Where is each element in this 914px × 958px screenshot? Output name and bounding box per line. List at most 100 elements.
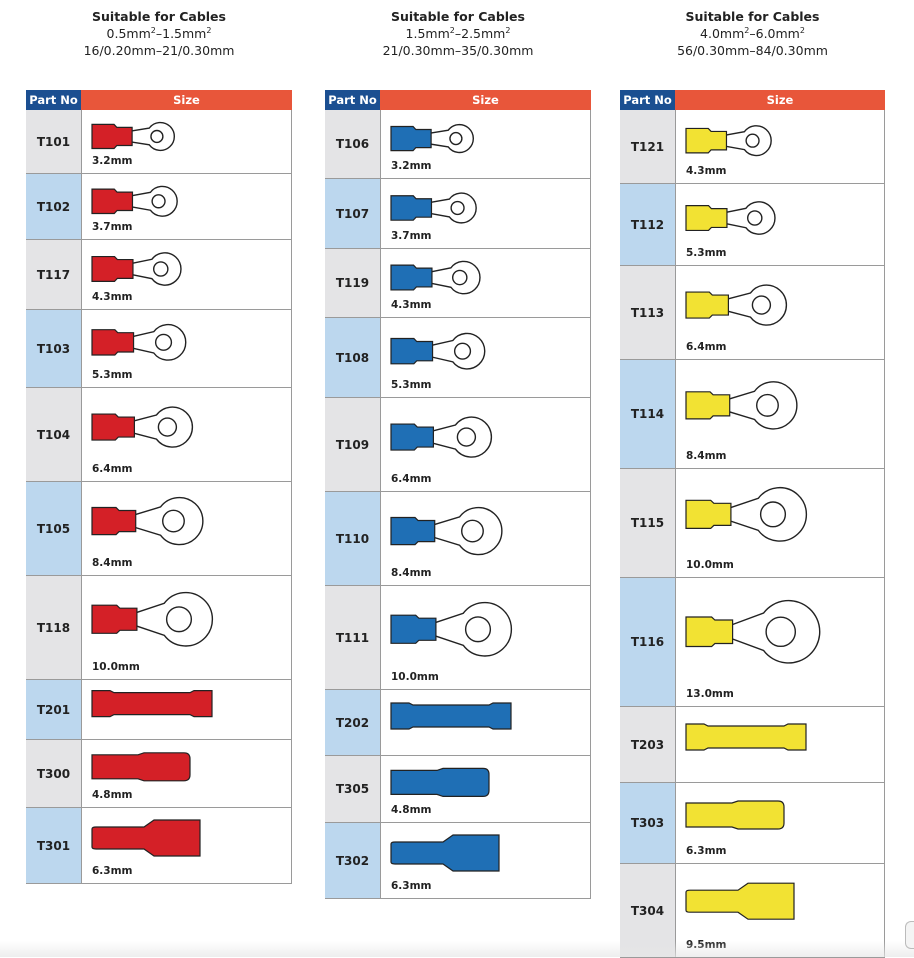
- terminal-illustration: [390, 332, 486, 370]
- table-row: T116 13.0mm: [620, 578, 885, 707]
- insulation-sleeve: [390, 125, 432, 152]
- size-cell: 4.8mm: [81, 740, 292, 807]
- size-cell: 6.3mm: [81, 808, 292, 883]
- part-number: T106: [325, 110, 380, 178]
- size-cell: 4.3mm: [675, 110, 885, 183]
- ring-hole: [150, 129, 164, 144]
- insulation-sleeve: [390, 516, 436, 546]
- terminal-illustration: [390, 702, 512, 730]
- part-number: T301: [26, 808, 81, 883]
- insulation-sleeve: [685, 616, 734, 648]
- ring-hole: [154, 333, 173, 351]
- cable-cross-section-range: 4.0mm2–6.0mm2: [700, 26, 805, 41]
- cable-spec-title: Suitable for Cables: [685, 9, 820, 24]
- ring-hole: [765, 616, 797, 648]
- stud-size-label: 10.0mm: [92, 661, 140, 673]
- stud-size-label: 3.7mm: [391, 230, 432, 242]
- ring-hole: [756, 393, 779, 417]
- size-cell: 3.2mm: [380, 110, 591, 178]
- ring-hole: [461, 519, 484, 543]
- ring-hole: [450, 200, 465, 216]
- terminal-illustration: [390, 260, 481, 295]
- part-no-header: Part No: [620, 90, 675, 110]
- table-row: T301 6.3mm: [26, 808, 292, 884]
- stud-size-label: 6.4mm: [391, 473, 432, 485]
- terminal-illustration: [390, 834, 500, 872]
- table-row: T119 4.3mm: [325, 249, 591, 318]
- insulation-sleeve: [390, 337, 434, 365]
- size-cell: 6.4mm: [81, 388, 292, 481]
- cable-spec-header: Suitable for Cables 0.5mm2–1.5mm2 16/0.20m…: [26, 8, 292, 59]
- terminal-illustration: [685, 882, 795, 920]
- stud-size-label: 8.4mm: [391, 567, 432, 579]
- ring-hole: [157, 417, 178, 437]
- size-cell: 5.3mm: [81, 310, 292, 387]
- terminal-illustration: [685, 284, 788, 326]
- size-cell: [380, 690, 591, 755]
- table-row: T112 5.3mm: [620, 184, 885, 266]
- table-row: T305 4.8mm: [325, 756, 591, 823]
- size-cell: 4.3mm: [81, 240, 292, 309]
- strand-range: 56/0.30mm–84/0.30mm: [677, 43, 828, 58]
- terminal-illustration: [91, 323, 187, 361]
- spade-connector: [685, 882, 795, 920]
- part-no-header: Part No: [26, 90, 81, 110]
- stud-size-label: 5.3mm: [391, 379, 432, 391]
- part-number: T107: [325, 179, 380, 248]
- terminal-illustration: [390, 192, 477, 224]
- stud-size-label: 3.2mm: [92, 155, 133, 167]
- size-cell: 6.3mm: [675, 783, 885, 863]
- ring-hole: [162, 509, 185, 533]
- table-row: T202: [325, 690, 591, 756]
- ring-hole: [759, 501, 787, 528]
- size-cell: 5.3mm: [675, 184, 885, 265]
- ring-hole: [152, 261, 169, 277]
- butt-connector: [91, 690, 213, 718]
- part-number: T111: [325, 586, 380, 689]
- size-cell: 10.0mm: [675, 469, 885, 577]
- table-row: T303 6.3mm: [620, 783, 885, 864]
- butt-connector: [685, 723, 807, 751]
- strand-range: 16/0.20mm–21/0.30mm: [83, 43, 235, 58]
- ring-hole: [449, 131, 463, 146]
- table-row: T102 3.7mm: [26, 174, 292, 240]
- scroll-handle[interactable]: [905, 921, 914, 949]
- stud-size-label: 10.0mm: [686, 559, 734, 571]
- part-number: T302: [325, 823, 380, 898]
- size-cell: 6.3mm: [380, 823, 591, 898]
- table-row: T302 6.3mm: [325, 823, 591, 899]
- insulation-sleeve: [685, 499, 732, 530]
- cable-spec-title: Suitable for Cables: [92, 9, 226, 24]
- part-number: T119: [325, 249, 380, 317]
- terminal-illustration: [91, 591, 214, 647]
- insulation-sleeve: [91, 188, 134, 215]
- stud-size-label: 6.4mm: [686, 341, 727, 353]
- ring-hole: [453, 342, 472, 360]
- insulation-sleeve: [91, 604, 138, 634]
- bullet-connector: [390, 767, 490, 797]
- terminal-illustration: [390, 123, 474, 154]
- terminal-illustration: [91, 185, 178, 217]
- stud-size-label: 4.3mm: [391, 299, 432, 311]
- table-row: T113 6.4mm: [620, 266, 885, 360]
- terminal-illustration: [91, 252, 182, 286]
- part-number: T117: [26, 240, 81, 309]
- terminal-illustration: [685, 381, 798, 430]
- part-number: T113: [620, 266, 675, 359]
- terminal-illustration: [685, 800, 785, 830]
- part-number: T203: [620, 707, 675, 782]
- ring-hole: [151, 194, 166, 209]
- table-row: T103 5.3mm: [26, 310, 292, 388]
- insulation-sleeve: [390, 195, 433, 221]
- butt-connector: [390, 702, 512, 730]
- terminal-illustration: [390, 506, 503, 556]
- terminal-illustration: [91, 121, 175, 152]
- terminal-illustration: [390, 601, 513, 657]
- strand-range: 21/0.30mm–35/0.30mm: [382, 43, 534, 58]
- table-row: T108 5.3mm: [325, 318, 591, 398]
- spade-connector: [390, 834, 500, 872]
- ring-hole: [751, 295, 772, 315]
- ring-hole: [746, 210, 763, 226]
- size-header: Size: [380, 90, 591, 110]
- stud-size-label: 3.7mm: [92, 221, 133, 233]
